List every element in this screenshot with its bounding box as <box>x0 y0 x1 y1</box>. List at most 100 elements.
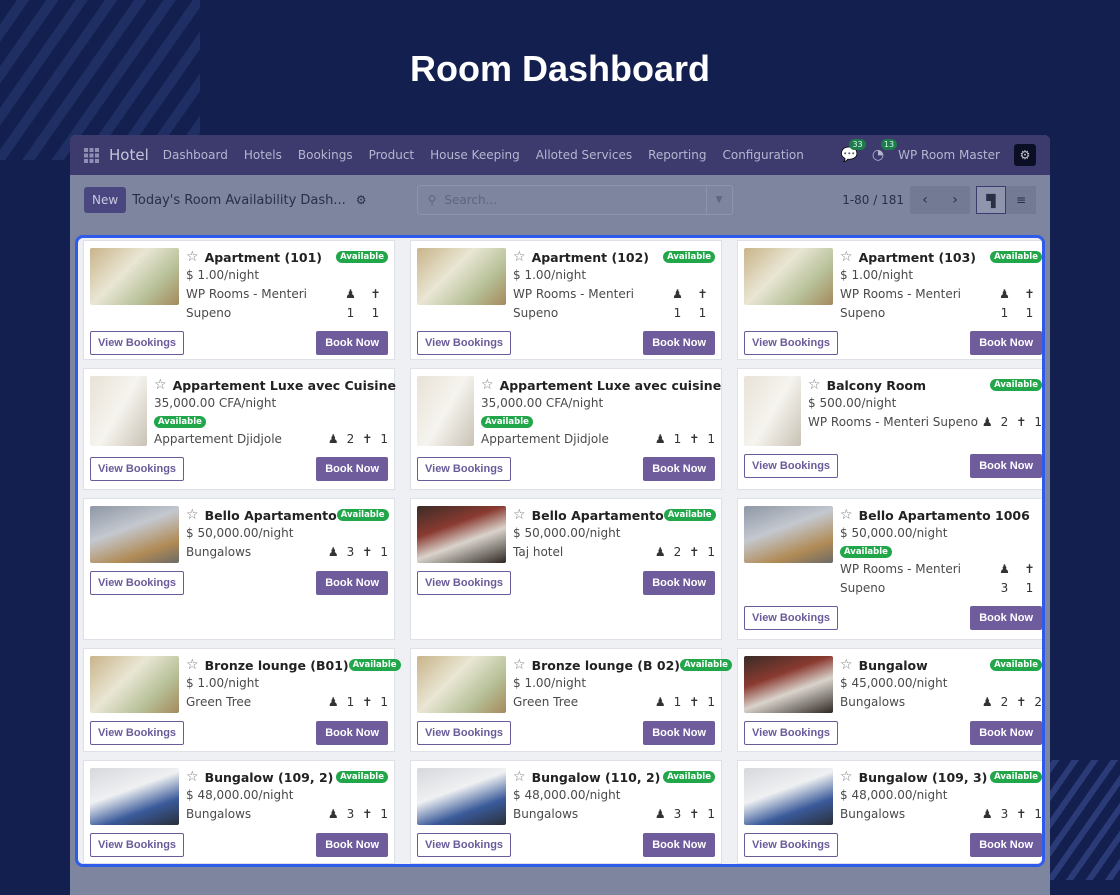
star-icon[interactable]: ☆ <box>481 377 494 393</box>
star-icon[interactable]: ☆ <box>186 249 199 265</box>
room-name[interactable]: Apartment (101) <box>204 249 323 265</box>
star-icon[interactable]: ☆ <box>840 507 853 523</box>
room-name[interactable]: Bello Apartamento <box>531 507 664 523</box>
room-name[interactable]: Appartement Luxe avec cuisine <box>499 377 722 393</box>
menu-item[interactable]: Reporting <box>648 148 707 162</box>
room-card[interactable]: ☆ Bungalow (109, 3) Available $ 48,000.00/… <box>737 760 1042 864</box>
book-now-button[interactable]: Book Now <box>643 331 715 355</box>
star-icon[interactable]: ☆ <box>840 249 853 265</box>
list-view-button[interactable]: ≡ <box>1006 186 1036 214</box>
room-card[interactable]: ☆ Bello Apartamento Available $ 50,000.00/… <box>83 498 395 640</box>
room-name[interactable]: Bungalow <box>858 657 928 673</box>
view-bookings-button[interactable]: View Bookings <box>744 454 839 478</box>
book-now-button[interactable]: Book Now <box>643 721 715 745</box>
activity-clock-icon[interactable]: ◔ 13 <box>872 139 898 163</box>
gear-icon[interactable]: ⚙ <box>355 193 367 207</box>
child-count: 1 <box>707 695 715 709</box>
previous-page-button[interactable]: ‹ <box>910 186 940 214</box>
apps-grid-icon[interactable] <box>84 147 99 163</box>
room-card[interactable]: ☆ Bello Apartamento Available $ 50,000.00/… <box>410 498 722 640</box>
star-icon[interactable]: ☆ <box>186 507 199 523</box>
book-now-button[interactable]: Book Now <box>316 457 388 481</box>
pager-value[interactable]: 1-80 / 181 <box>842 193 904 207</box>
view-bookings-button[interactable]: View Bookings <box>90 721 185 745</box>
book-now-button[interactable]: Book Now <box>316 721 388 745</box>
book-now-button[interactable]: Book Now <box>970 606 1042 630</box>
room-name[interactable]: Appartement Luxe avec Cuisine <box>172 377 396 393</box>
menu-item[interactable]: Dashboard <box>162 148 228 162</box>
room-name[interactable]: Apartment (103) <box>858 249 977 265</box>
room-name[interactable]: Bronze lounge (B01) <box>204 657 349 673</box>
view-bookings-button[interactable]: View Bookings <box>90 571 185 595</box>
star-icon[interactable]: ☆ <box>513 657 526 673</box>
book-now-button[interactable]: Book Now <box>643 571 715 595</box>
book-now-button[interactable]: Book Now <box>643 833 715 857</box>
view-bookings-button[interactable]: View Bookings <box>744 833 839 857</box>
view-bookings-button[interactable]: View Bookings <box>90 331 185 355</box>
room-card[interactable]: ☆ Appartement Luxe avec cuisine 35,000.00… <box>410 368 722 490</box>
book-now-button[interactable]: Book Now <box>643 457 715 481</box>
star-icon[interactable]: ☆ <box>808 377 821 393</box>
messages-icon[interactable]: 💬 33 <box>840 139 866 163</box>
book-now-button[interactable]: Book Now <box>970 833 1042 857</box>
room-card[interactable]: ☆ Bungalow (110, 2) Available $ 48,000.00/… <box>410 760 722 864</box>
view-bookings-button[interactable]: View Bookings <box>90 833 185 857</box>
star-icon[interactable]: ☆ <box>513 507 526 523</box>
room-name[interactable]: Bungalow (110, 2) <box>531 769 661 785</box>
star-icon[interactable]: ☆ <box>513 769 526 785</box>
star-icon[interactable]: ☆ <box>186 657 199 673</box>
company-switcher[interactable]: WP Room Master <box>898 148 1000 162</box>
next-page-button[interactable]: › <box>940 186 970 214</box>
star-icon[interactable]: ☆ <box>840 657 853 673</box>
view-bookings-button[interactable]: View Bookings <box>744 721 839 745</box>
view-bookings-button[interactable]: View Bookings <box>90 457 185 481</box>
room-card[interactable]: ☆ Apartment (103) Available $ 1.00/night WP… <box>737 240 1042 360</box>
new-button[interactable]: New <box>84 187 127 213</box>
room-name[interactable]: Bello Apartamento <box>204 507 337 523</box>
book-now-button[interactable]: Book Now <box>970 721 1042 745</box>
room-card[interactable]: ☆ Appartement Luxe avec Cuisine 35,000.00… <box>83 368 396 490</box>
search-input[interactable]: ⚲ Search... ▼ <box>416 185 733 215</box>
room-card[interactable]: ☆ Balcony Room Available $ 500.00/night WP … <box>737 368 1042 490</box>
menu-item[interactable]: Bookings <box>297 148 353 162</box>
menu-item[interactable]: Alloted Services <box>535 148 633 162</box>
view-bookings-button[interactable]: View Bookings <box>417 833 512 857</box>
menu-item[interactable]: Configuration <box>722 148 804 162</box>
room-card[interactable]: ☆ Bronze lounge (B01) Available $ 1.00/nig… <box>83 648 401 752</box>
star-icon[interactable]: ☆ <box>513 249 526 265</box>
view-bookings-button[interactable]: View Bookings <box>744 331 839 355</box>
book-now-button[interactable]: Book Now <box>970 331 1042 355</box>
menu-item[interactable]: Hotels <box>243 148 282 162</box>
view-bookings-button[interactable]: View Bookings <box>417 721 512 745</box>
view-bookings-button[interactable]: View Bookings <box>417 457 512 481</box>
view-bookings-button[interactable]: View Bookings <box>744 606 839 630</box>
star-icon[interactable]: ☆ <box>186 769 199 785</box>
room-name[interactable]: Apartment (102) <box>531 249 650 265</box>
star-icon[interactable]: ☆ <box>840 769 853 785</box>
view-title: Today's Room Availability Dash... <box>132 192 346 208</box>
book-now-button[interactable]: Book Now <box>970 454 1042 478</box>
room-name[interactable]: Bungalow (109, 2) <box>204 769 334 785</box>
room-card[interactable]: ☆ Apartment (102) Available $ 1.00/night WP… <box>410 240 722 360</box>
book-now-button[interactable]: Book Now <box>316 571 388 595</box>
room-card[interactable]: ☆ Bello Apartamento 1006 $ 50,000.00/nigh… <box>737 498 1042 640</box>
view-bookings-button[interactable]: View Bookings <box>417 571 512 595</box>
search-dropdown-toggle[interactable]: ▼ <box>705 186 732 214</box>
room-name[interactable]: Bungalow (109, 3) <box>858 769 988 785</box>
room-name[interactable]: Bello Apartamento 1006 <box>858 507 1030 523</box>
menu-item[interactable]: House Keeping <box>430 148 520 162</box>
room-name[interactable]: Balcony Room <box>826 377 927 393</box>
room-name[interactable]: Bronze lounge (B 02) <box>531 657 680 673</box>
app-name[interactable]: Hotel <box>109 146 149 164</box>
room-card[interactable]: ☆ Apartment (101) Available $ 1.00/night WP… <box>83 240 395 360</box>
room-card[interactable]: ☆ Bronze lounge (B 02) Available $ 1.00/ni… <box>410 648 732 752</box>
room-card[interactable]: ☆ Bungalow (109, 2) Available $ 48,000.00/… <box>83 760 395 864</box>
book-now-button[interactable]: Book Now <box>316 331 388 355</box>
view-bookings-button[interactable]: View Bookings <box>417 331 512 355</box>
room-card[interactable]: ☆ Bungalow Available $ 45,000.00/night Bung… <box>737 648 1042 752</box>
book-now-button[interactable]: Book Now <box>316 833 388 857</box>
menu-item[interactable]: Product <box>368 148 415 162</box>
kanban-view-button[interactable]: ▜ <box>976 186 1006 214</box>
star-icon[interactable]: ☆ <box>154 377 167 393</box>
avatar[interactable]: ⚙ <box>1014 144 1036 166</box>
